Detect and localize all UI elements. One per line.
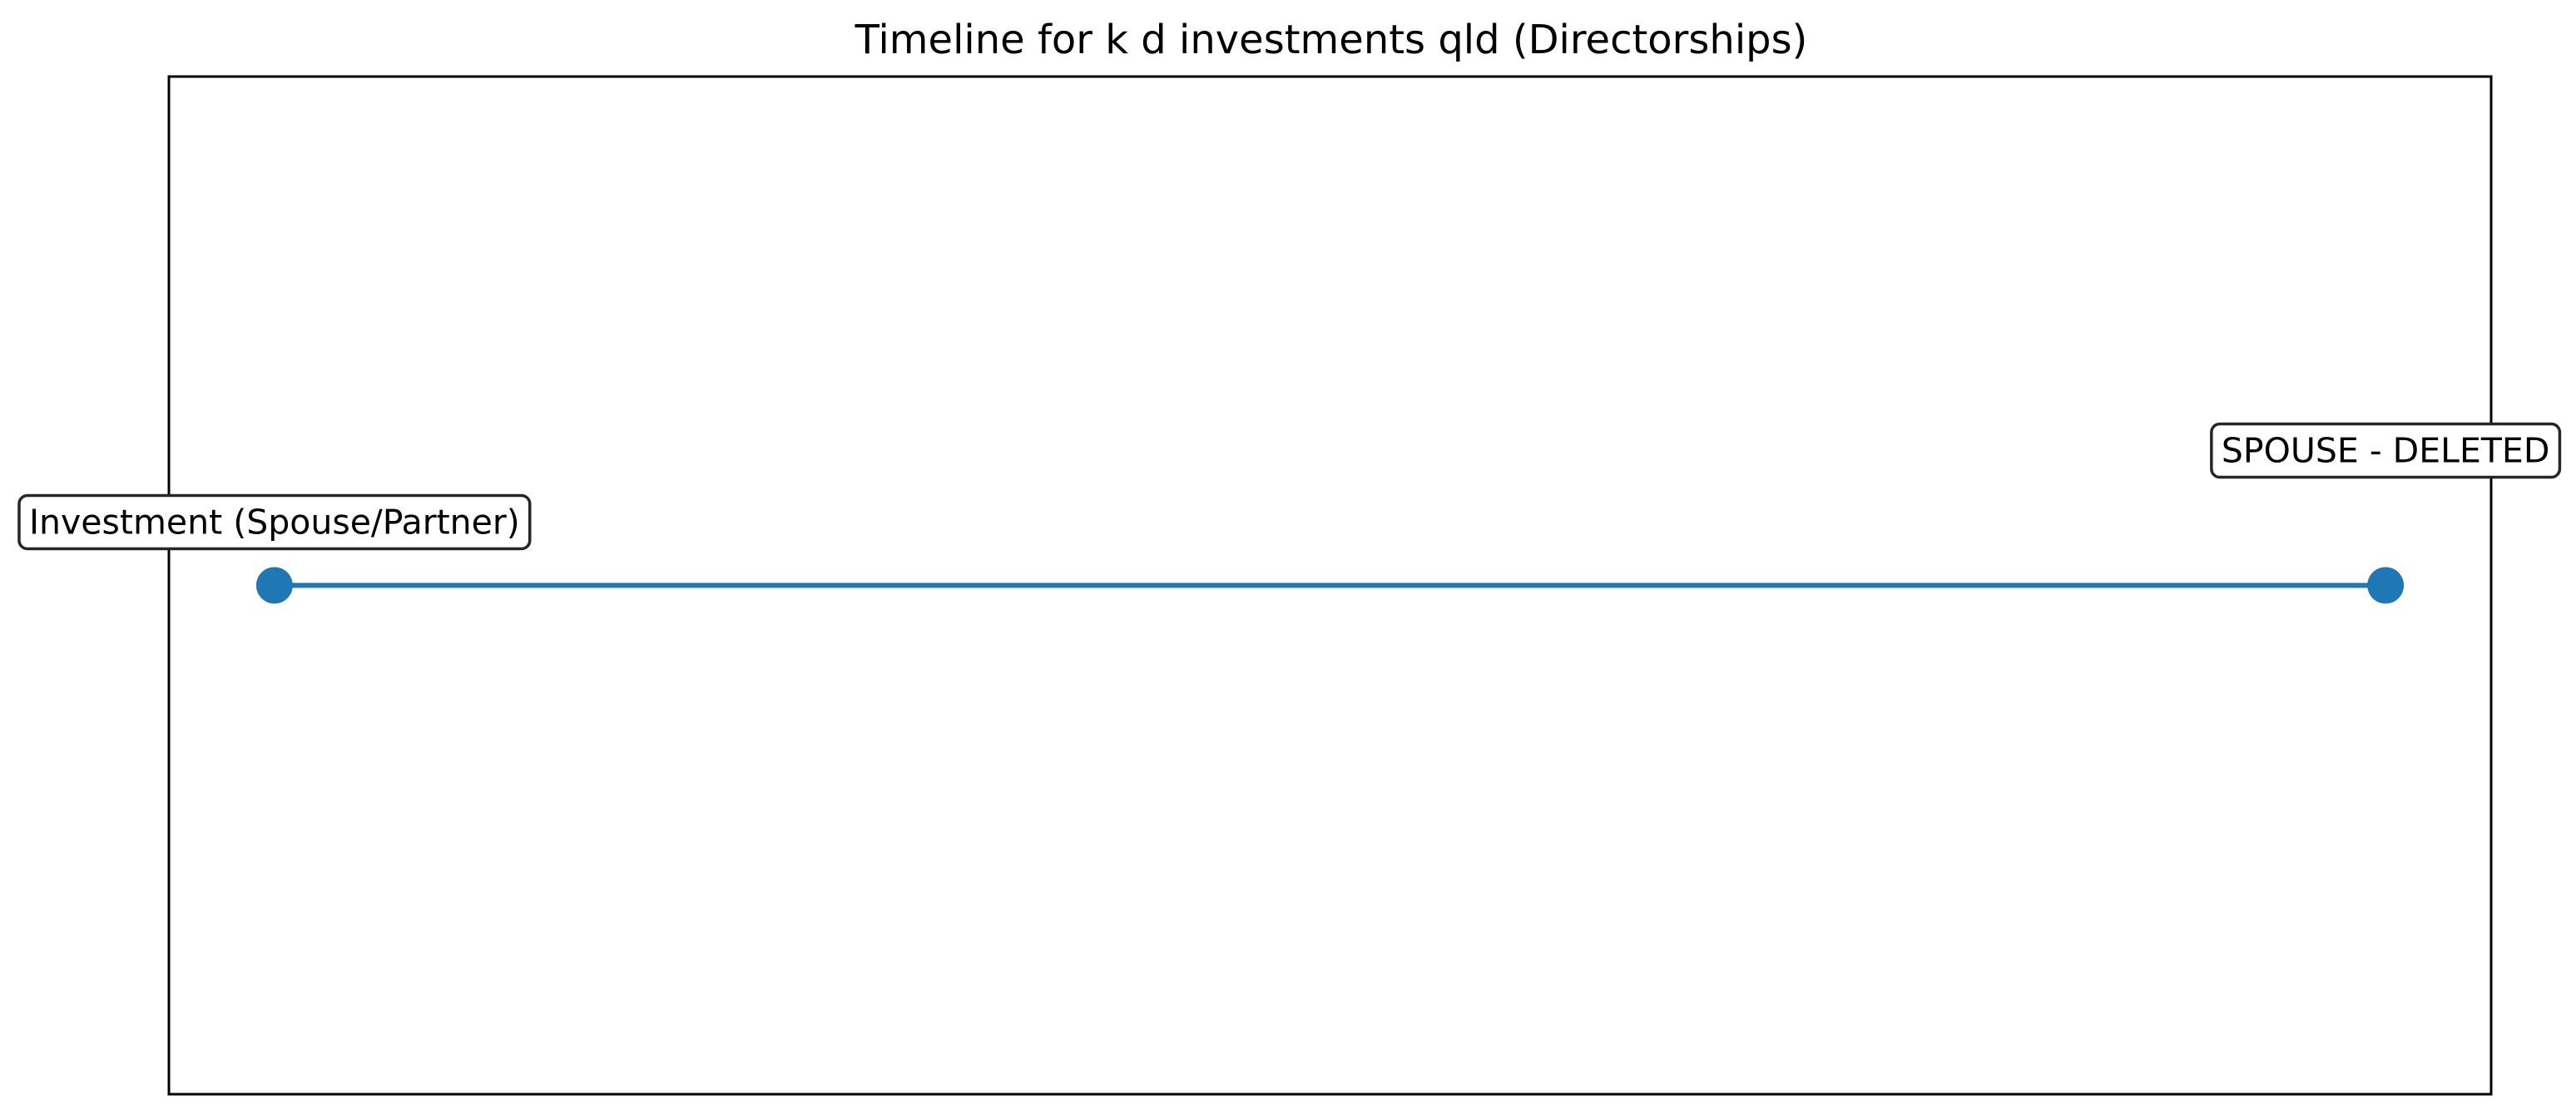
chart-title: Timeline for k d investments qld (Direct… <box>855 17 1808 63</box>
event-label-box <box>17 493 532 551</box>
event-label: SPOUSE - DELETED <box>2222 431 2550 471</box>
series-layer: Investment (Spouse/Partner) SPOUSE - DELE… <box>17 422 2562 604</box>
event-annotation: Investment (Spouse/Partner) <box>17 493 532 551</box>
event-label: Investment (Spouse/Partner) <box>29 503 520 543</box>
event-annotation: SPOUSE - DELETED <box>2210 422 2562 479</box>
plot-area-frame <box>167 75 2493 1096</box>
event-label-box <box>2210 422 2562 479</box>
timeline-point <box>255 567 293 604</box>
timeline-point <box>2367 567 2405 604</box>
